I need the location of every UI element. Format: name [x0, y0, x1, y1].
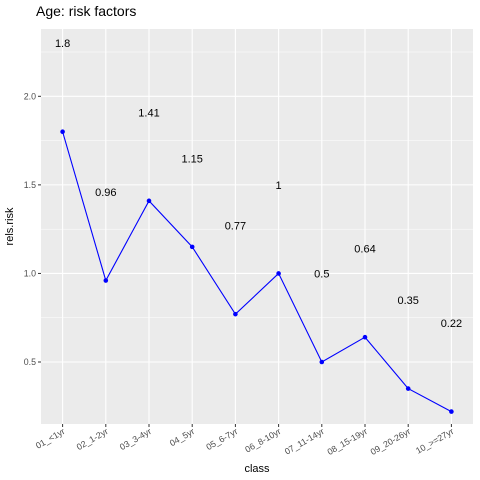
data-label: 1.15 [181, 153, 202, 165]
data-point [449, 409, 454, 414]
data-point [103, 278, 109, 283]
data-label: 1 [276, 180, 282, 192]
data-point [233, 311, 238, 317]
data-label: 0.22 [441, 318, 462, 330]
y-tick-label: 0.5 [24, 357, 36, 367]
data-labels: 1.8 0.96 1.41 1.15 0.77 1 0.5 0.64 0.35 0.22 [55, 38, 462, 330]
data-label: 1.8 [55, 38, 70, 50]
series-line [62, 131, 452, 413]
data-point [146, 198, 152, 204]
grid-lines [41, 29, 473, 424]
y-axis: 0.5 1.0 1.5 2.0 [24, 91, 41, 367]
data-label: 0.96 [95, 187, 116, 199]
data-label: 0.77 [225, 221, 246, 233]
y-tick-label: 1.0 [24, 268, 36, 278]
data-points [60, 129, 454, 414]
data-point [405, 386, 411, 391]
x-axis-title: class [244, 463, 270, 475]
data-label: 0.35 [397, 295, 418, 307]
data-point [362, 334, 368, 340]
y-tick-label: 1.5 [24, 180, 36, 190]
y-tick-label: 2.0 [24, 91, 36, 101]
chart-title: Age: risk factors [36, 3, 136, 19]
data-point [276, 271, 281, 276]
data-point [60, 129, 65, 135]
y-axis-title: rels.risk [4, 207, 16, 245]
data-point [319, 359, 325, 365]
data-label: 1.41 [138, 107, 159, 119]
plot-panel [41, 29, 473, 424]
series-line-group [62, 131, 452, 413]
data-label: 0.64 [354, 244, 375, 256]
data-label: 0.5 [314, 268, 329, 280]
data-point [189, 244, 195, 250]
